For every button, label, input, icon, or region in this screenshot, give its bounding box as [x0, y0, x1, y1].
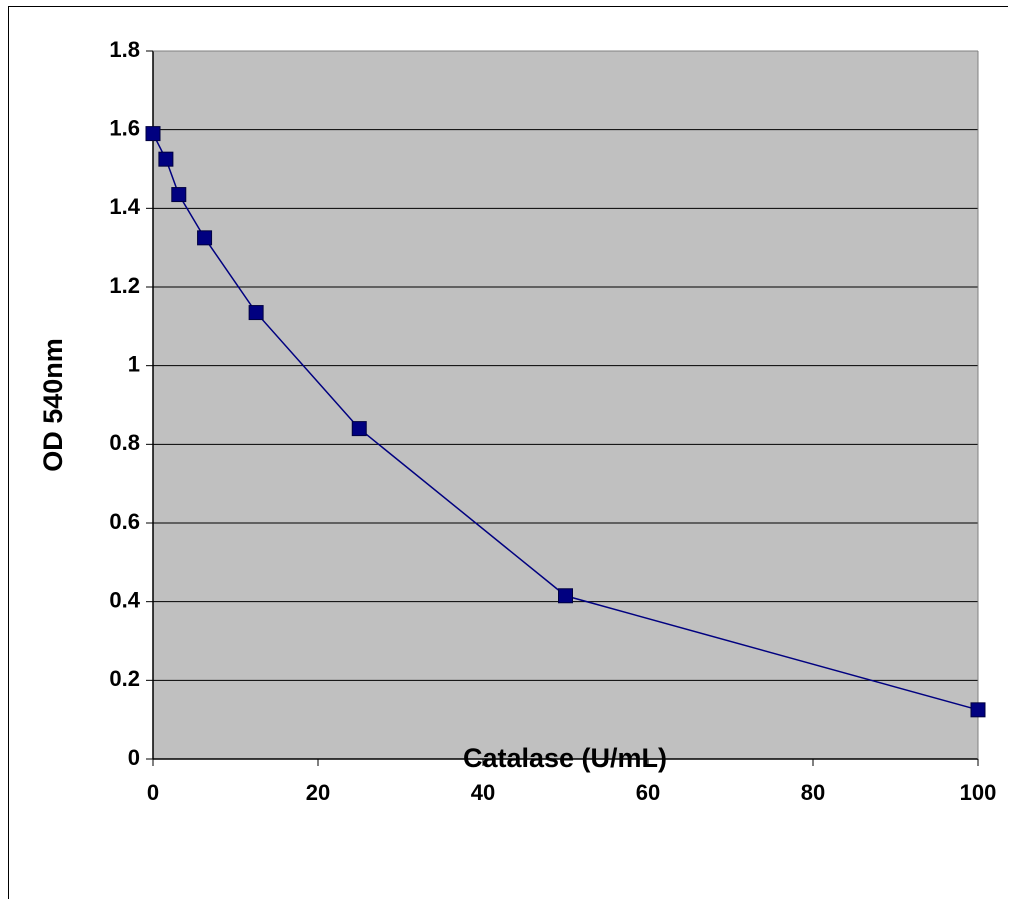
- x-tick-labels: 0 20 40 60 80 100: [147, 780, 996, 805]
- data-point: [558, 588, 573, 604]
- y-tick-label: 0.4: [109, 587, 140, 612]
- chart-frame: [8, 6, 1008, 899]
- x-tick-label: 20: [306, 780, 330, 805]
- axes: [152, 50, 979, 760]
- y-tick-label: 0.8: [109, 430, 140, 455]
- x-tick-label: 60: [636, 780, 660, 805]
- y-tick-label: 1.2: [109, 273, 140, 298]
- y-tick-label: 0: [128, 745, 140, 770]
- y-tick-label: 0.2: [109, 666, 140, 691]
- y-tick-label: 1: [128, 351, 140, 376]
- series: [145, 126, 986, 718]
- data-point: [171, 187, 187, 203]
- y-tick-label: 1.4: [109, 194, 140, 219]
- y-tick-labels: 0 0.2 0.4 0.6 0.8 1 1.2 1.4 1.6 1.8: [109, 37, 140, 770]
- data-point: [145, 126, 161, 142]
- data-point: [970, 702, 986, 718]
- y-axis-title: OD 540nm: [38, 338, 68, 472]
- x-tick-label: 80: [801, 780, 825, 805]
- y-tick-label: 1.8: [109, 37, 140, 62]
- data-point: [351, 421, 367, 437]
- y-tick-label: 1.6: [109, 115, 140, 140]
- data-point: [248, 305, 264, 321]
- x-tick-label: 0: [147, 780, 159, 805]
- x-axis-title: Catalase (U/mL): [463, 743, 667, 773]
- data-point: [197, 230, 213, 246]
- data-point: [158, 151, 174, 167]
- x-tick-label: 100: [960, 780, 997, 805]
- y-tick-label: 0.6: [109, 509, 140, 534]
- plot-area: [153, 51, 978, 759]
- x-tick-label: 40: [471, 780, 495, 805]
